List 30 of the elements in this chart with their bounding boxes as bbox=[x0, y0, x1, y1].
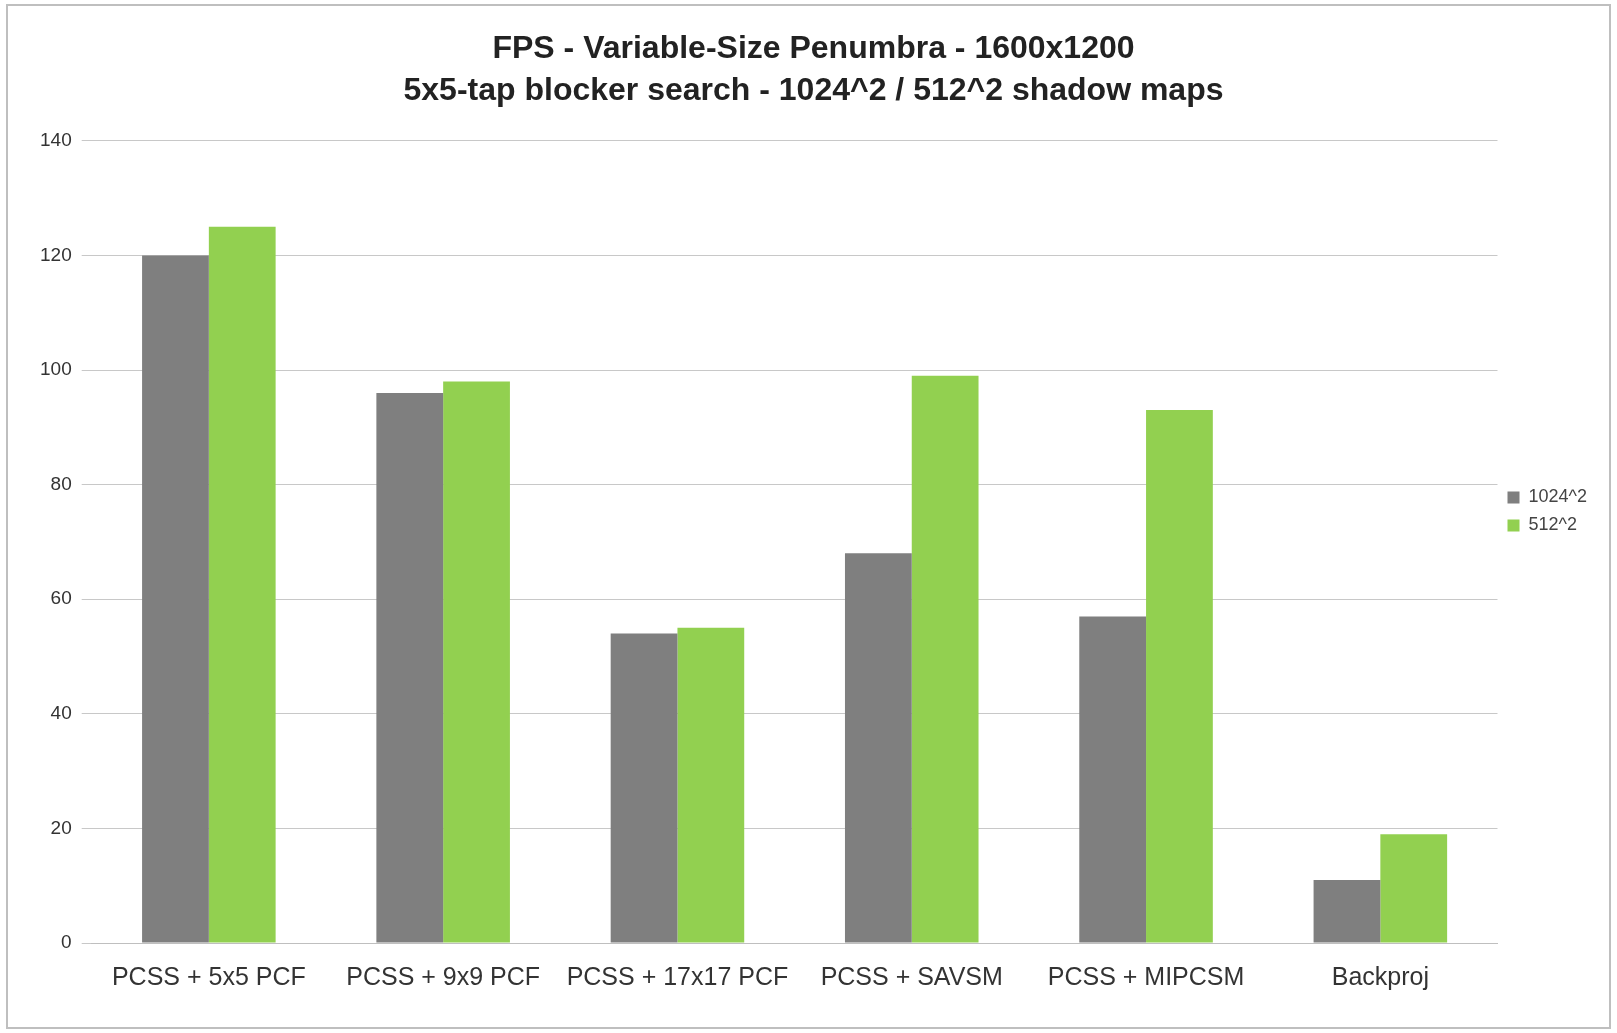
x-tick-label: Backproj bbox=[1331, 961, 1429, 990]
bar bbox=[376, 392, 444, 943]
y-tick-label: 0 bbox=[61, 931, 72, 953]
x-tick-label: PCSS + 5x5 PCF bbox=[111, 961, 306, 990]
y-tick-label: 40 bbox=[50, 702, 72, 724]
x-tick-label: PCSS + 17x17 PCF bbox=[566, 961, 789, 990]
bar bbox=[911, 375, 979, 943]
legend-label: 512^2 bbox=[1528, 514, 1577, 535]
x-tick-label: PCSS + 9x9 PCF bbox=[346, 961, 541, 990]
chart-subtitle: 5x5-tap blocker search - 1024^2 / 512^2 shadow maps bbox=[403, 71, 1224, 108]
bar bbox=[1079, 616, 1147, 943]
bar bbox=[208, 226, 276, 943]
y-tick-label: 60 bbox=[50, 587, 72, 609]
bar bbox=[1313, 879, 1381, 943]
x-tick-label: PCSS + MIPCSM bbox=[1047, 961, 1245, 990]
y-tick-label: 100 bbox=[40, 358, 72, 380]
bar bbox=[1380, 834, 1448, 943]
bar bbox=[142, 255, 209, 943]
bar bbox=[1146, 410, 1213, 943]
y-tick-label: 120 bbox=[40, 243, 72, 265]
y-tick-label: 140 bbox=[40, 129, 72, 151]
y-tick-label: 80 bbox=[50, 472, 72, 494]
bar bbox=[443, 381, 510, 943]
y-tick-label: 20 bbox=[50, 816, 72, 838]
bar bbox=[610, 633, 678, 943]
legend-label: 1024^2 bbox=[1528, 486, 1587, 507]
bar bbox=[677, 627, 745, 943]
x-tick-label: PCSS + SAVSM bbox=[820, 961, 1003, 990]
bar bbox=[844, 553, 912, 943]
chart-title: FPS - Variable-Size Penumbra - 1600x1200 bbox=[492, 29, 1135, 66]
